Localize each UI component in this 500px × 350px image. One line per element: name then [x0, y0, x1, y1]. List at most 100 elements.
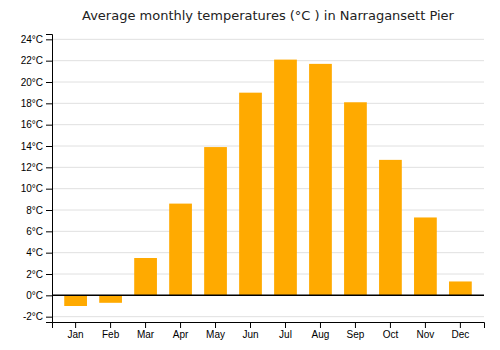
x-tick-mark	[355, 322, 356, 328]
y-tick: 0°C	[26, 290, 52, 301]
bar	[169, 204, 192, 296]
x-tick-label: Jun	[242, 329, 258, 340]
plot: -2°C 0°C 2°C 4°C 6°C 8°C 10°C 12°C 14°C 16°C 18°C 2…	[21, 34, 485, 340]
x-tick-label: Oct	[383, 329, 399, 340]
y-tick-label: 12°C	[21, 162, 43, 173]
y-tick-mark	[46, 167, 52, 168]
grid-line	[52, 167, 484, 168]
x-tick-label: Aug	[312, 329, 330, 340]
x-tick-mark	[145, 322, 146, 328]
x-tick-mark	[215, 322, 216, 328]
bar	[379, 160, 402, 295]
grid-line	[52, 82, 484, 83]
y-tick-mark	[46, 253, 52, 254]
y-tick-mark	[46, 39, 52, 40]
x-tick-label: Nov	[417, 329, 435, 340]
title: Average monthly temperatures (°C ) in Na…	[82, 8, 455, 23]
y-tick-label: 6°C	[26, 226, 43, 237]
y-tick: 4°C	[26, 247, 52, 258]
x-tick-label: Jan	[68, 329, 84, 340]
x-tick-label: Sep	[347, 329, 365, 340]
y-tick-label: 16°C	[21, 119, 43, 130]
y-tick-label: 2°C	[26, 269, 43, 280]
x-tick-mark	[180, 322, 181, 328]
x-axis-line	[53, 323, 485, 329]
y-tick: 24°C	[21, 34, 52, 45]
x-tick-mark	[320, 322, 321, 328]
x-tick-mark	[75, 322, 76, 328]
x-tick: Sep	[347, 322, 365, 340]
x-tick-mark	[460, 322, 461, 328]
x-tick-label: Feb	[102, 329, 120, 340]
grid-line	[52, 124, 484, 125]
x-tick-label: May	[206, 329, 225, 340]
grid-line	[52, 316, 484, 317]
x-tick-mark	[285, 322, 286, 328]
y-tick-label: 4°C	[26, 247, 43, 258]
x-tick-label: Jul	[279, 329, 292, 340]
x-tick: Feb	[102, 322, 120, 340]
y-tick: -2°C	[23, 311, 52, 322]
x-tick: Mar	[137, 322, 155, 340]
grid-line	[52, 103, 484, 104]
bars	[52, 60, 484, 306]
x-tick: May	[206, 322, 225, 340]
x-tick: Jun	[242, 322, 258, 340]
bar	[309, 64, 332, 295]
y-tick: 6°C	[26, 226, 52, 237]
x-tick: Apr	[173, 322, 189, 340]
y-tick: 20°C	[21, 77, 52, 88]
x-tick-label: Mar	[137, 329, 155, 340]
y-tick-mark	[46, 189, 52, 190]
bar	[134, 258, 157, 295]
bar	[414, 217, 437, 295]
zero-line	[52, 295, 484, 297]
y-axis: -2°C 0°C 2°C 4°C 6°C 8°C 10°C 12°C 14°C 16°C 18°C 2…	[21, 34, 53, 322]
grid-line	[52, 295, 484, 296]
x-tick-label: Apr	[173, 329, 189, 340]
y-tick-mark	[46, 295, 52, 296]
y-tick: 12°C	[21, 162, 52, 173]
y-tick-mark	[46, 231, 52, 232]
x-tick-mark	[250, 322, 251, 328]
grid-line	[52, 188, 484, 189]
grid	[52, 39, 484, 316]
x-tick: Dec	[451, 322, 469, 340]
y-tick: 22°C	[21, 55, 52, 66]
bar	[99, 295, 122, 302]
y-tick-mark	[46, 125, 52, 126]
y-tick-mark	[46, 317, 52, 318]
y-tick-label: 8°C	[26, 205, 43, 216]
y-tick-label: 10°C	[21, 183, 43, 194]
y-tick-label: -2°C	[23, 311, 43, 322]
x-tick: Jan	[68, 322, 84, 340]
y-axis-line	[46, 35, 53, 323]
y-tick: 14°C	[21, 141, 52, 152]
grid-line	[52, 210, 484, 211]
bar	[344, 102, 367, 295]
x-tick: Oct	[383, 322, 399, 340]
y-tick: 10°C	[21, 183, 52, 194]
y-tick-mark	[46, 103, 52, 104]
grid-line	[52, 39, 484, 40]
bar	[274, 60, 297, 296]
y-tick-label: 14°C	[21, 141, 43, 152]
y-tick-label: 22°C	[21, 55, 43, 66]
y-tick: 18°C	[21, 98, 52, 109]
y-tick-label: 18°C	[21, 98, 43, 109]
y-tick-label: 24°C	[21, 34, 43, 45]
bar	[239, 93, 262, 296]
grid-line	[52, 146, 484, 147]
x-tick: Aug	[312, 322, 330, 340]
x-axis: Jan Feb Mar Apr May Jun Jul Aug Sep Oct Nov Dec	[53, 322, 485, 340]
x-tick-mark	[110, 322, 111, 328]
y-tick-mark	[46, 274, 52, 275]
y-tick-mark	[46, 210, 52, 211]
chart: Average monthly temperatures (°C ) in Na…	[0, 0, 500, 350]
y-tick: 2°C	[26, 269, 52, 280]
x-tick-mark	[390, 322, 391, 328]
bar	[449, 281, 472, 295]
bar	[204, 147, 227, 295]
y-tick: 8°C	[26, 205, 52, 216]
bar	[64, 295, 87, 306]
